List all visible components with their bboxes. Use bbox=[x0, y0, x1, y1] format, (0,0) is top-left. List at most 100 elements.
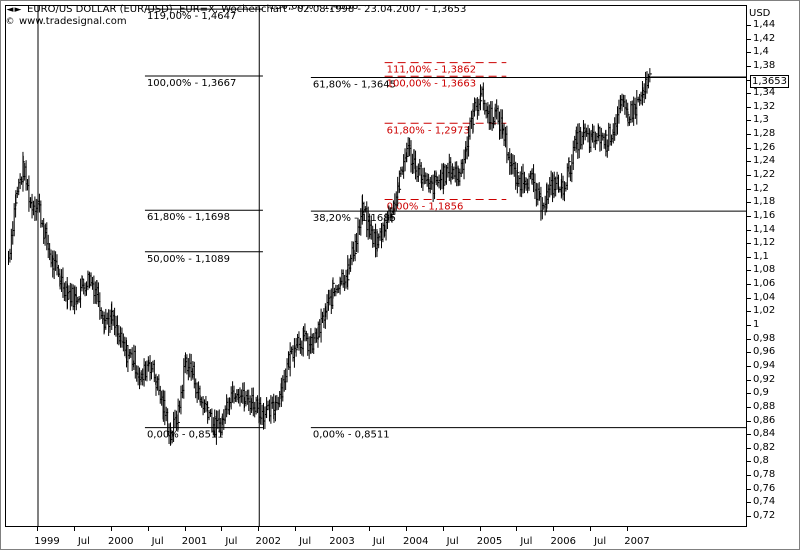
y-tick-mark bbox=[746, 25, 751, 26]
y-tick-mark bbox=[746, 365, 751, 367]
y-tick-label: 0,92 bbox=[753, 373, 776, 385]
x-tick-mark bbox=[258, 526, 260, 531]
fib-left-level-label: 50,00% - 1,1089 bbox=[147, 254, 230, 265]
x-tick-mark bbox=[479, 526, 481, 531]
chart-title: EURO/US DOLLAR (EUR/USD) ,EUR=X, Wochenc… bbox=[27, 4, 467, 15]
y-tick-mark bbox=[746, 488, 751, 490]
y-tick-mark bbox=[746, 434, 751, 436]
x-tick-label: Jul bbox=[520, 536, 533, 547]
y-tick-mark bbox=[746, 38, 751, 40]
x-tick-label: 2001 bbox=[181, 536, 208, 547]
x-tick-mark bbox=[147, 526, 149, 531]
y-tick-label: 0,86 bbox=[753, 414, 776, 426]
x-tick-label: Jul bbox=[594, 536, 607, 547]
y-tick-mark bbox=[746, 270, 751, 272]
y-tick-label: 0,8 bbox=[753, 455, 769, 467]
y-tick-label: 1,26 bbox=[753, 141, 776, 153]
y-tick-mark bbox=[746, 393, 751, 395]
x-tick-label: 2000 bbox=[108, 536, 134, 547]
y-tick-mark bbox=[746, 65, 751, 67]
y-tick-mark bbox=[746, 256, 751, 258]
x-tick-label: 2007 bbox=[624, 536, 650, 547]
y-tick-mark bbox=[746, 379, 751, 381]
x-tick-mark bbox=[516, 526, 518, 531]
y-tick-label: 1,14 bbox=[753, 223, 776, 235]
x-tick-label: 2006 bbox=[550, 536, 576, 547]
x-tick-mark bbox=[184, 526, 186, 531]
y-tick-mark bbox=[746, 284, 751, 286]
y-tick-label: 1,38 bbox=[753, 59, 776, 71]
fib-right-level-label: 0,00% - 1,1856 bbox=[387, 201, 464, 212]
y-tick-mark bbox=[746, 229, 751, 231]
y-tick-mark bbox=[746, 297, 751, 299]
fib-mid-level-label: 0,00% - 0,8511 bbox=[313, 430, 390, 441]
y-tick-label: 1,3 bbox=[753, 114, 769, 126]
y-tick-mark bbox=[746, 406, 751, 408]
y-tick-label: 1,08 bbox=[753, 264, 776, 276]
x-tick-label: Jul bbox=[299, 536, 312, 547]
fib-clipped-label: 150,00% - 1,4858 bbox=[269, 6, 358, 12]
y-tick-label: 0,84 bbox=[753, 428, 776, 440]
y-tick-label: 1,04 bbox=[753, 291, 776, 303]
y-tick-mark bbox=[746, 175, 751, 177]
y-tick-label: 0,94 bbox=[753, 359, 776, 371]
y-tick-mark bbox=[746, 352, 751, 354]
x-tick-mark bbox=[332, 526, 333, 531]
triangle-right-icon[interactable]: ► bbox=[14, 5, 22, 15]
fib-left-level-label: 119,00% - 1,4647 bbox=[147, 11, 236, 22]
y-tick-mark bbox=[746, 202, 751, 204]
y-tick-mark bbox=[746, 52, 751, 54]
y-tick-mark bbox=[746, 502, 751, 504]
y-tick-mark bbox=[746, 243, 751, 245]
x-tick-mark bbox=[73, 526, 75, 531]
copyright-text: www.tradesignal.com bbox=[19, 16, 127, 27]
y-tick-label: 1,28 bbox=[753, 128, 776, 140]
x-tick-mark bbox=[590, 526, 592, 531]
y-tick-label: 0,76 bbox=[753, 482, 776, 494]
y-tick-mark bbox=[746, 188, 751, 190]
y-tick-mark bbox=[746, 134, 751, 136]
x-tick-label: 2004 bbox=[403, 536, 429, 547]
y-tick-mark bbox=[746, 93, 751, 95]
y-tick-label: 1 bbox=[753, 319, 760, 331]
x-tick-mark bbox=[442, 526, 444, 531]
y-tick-mark bbox=[746, 447, 751, 449]
x-tick-mark bbox=[368, 526, 370, 531]
y-tick-label: 1,18 bbox=[753, 196, 776, 208]
x-tick-label: 2002 bbox=[255, 536, 281, 547]
y-tick-label: 1,24 bbox=[753, 155, 776, 167]
x-tick-label: 1999 bbox=[34, 536, 60, 547]
y-tick-label: 0,98 bbox=[753, 332, 776, 344]
x-tick-label: Jul bbox=[372, 536, 385, 547]
x-tick-label: 2003 bbox=[329, 536, 355, 547]
triangle-left-icon[interactable]: ◄ bbox=[6, 5, 14, 15]
y-tick-label: 1,34 bbox=[753, 87, 776, 99]
y-tick-mark bbox=[746, 106, 751, 108]
fib-right-level-label: 100,00% - 1,3663 bbox=[387, 78, 476, 89]
y-tick-mark bbox=[746, 515, 751, 517]
y-tick-mark bbox=[746, 311, 751, 313]
y-tick-label: 0,88 bbox=[753, 400, 776, 412]
y-tick-label: 0,78 bbox=[753, 469, 776, 481]
currency-label: USD bbox=[749, 8, 771, 19]
fib-right-level-label: 61,80% - 1,2973 bbox=[387, 125, 470, 136]
x-tick-mark bbox=[221, 526, 223, 531]
y-tick-label: 0,74 bbox=[753, 496, 776, 508]
y-tick-mark bbox=[746, 338, 751, 340]
price-chart: 119,00% - 1,4647 100,00% - 1,3667 61,80% -… bbox=[8, 6, 746, 526]
y-tick-label: 0,96 bbox=[753, 346, 776, 358]
x-tick-label: Jul bbox=[446, 536, 459, 547]
y-tick-mark bbox=[746, 120, 751, 122]
y-tick-mark bbox=[746, 461, 751, 463]
y-tick-label: 1,12 bbox=[753, 237, 776, 249]
x-tick-label: Jul bbox=[225, 536, 238, 547]
x-tick-label: 2005 bbox=[476, 536, 503, 547]
x-tick-label: Jul bbox=[77, 536, 90, 547]
x-tick-label: Jul bbox=[151, 536, 164, 547]
y-tick-mark bbox=[746, 147, 751, 149]
y-tick-mark bbox=[746, 420, 751, 422]
x-tick-mark bbox=[110, 526, 112, 531]
y-tick-label: 0,82 bbox=[753, 441, 776, 453]
y-tick-label: 1,42 bbox=[753, 32, 776, 44]
